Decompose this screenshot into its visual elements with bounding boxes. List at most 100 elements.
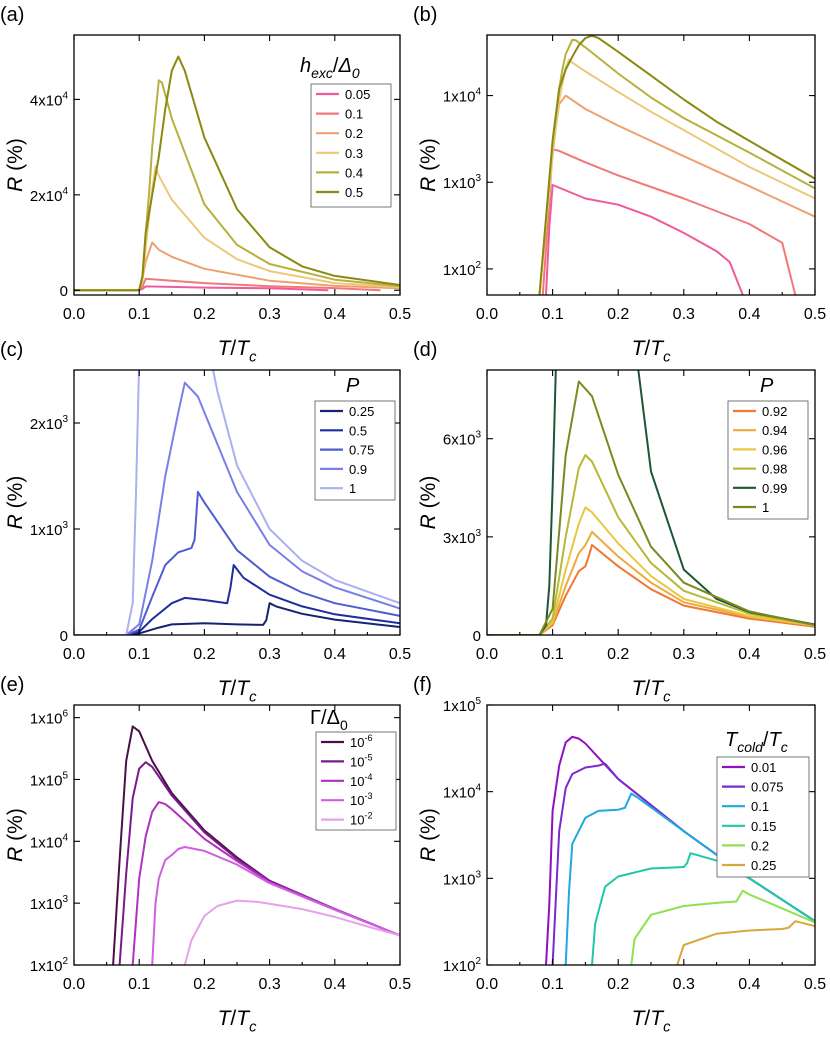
series-line-d-4 bbox=[487, 370, 815, 635]
legend-label-text: 0.2 bbox=[751, 838, 769, 853]
series-group-d bbox=[487, 370, 815, 635]
series-line-d-5 bbox=[487, 380, 815, 635]
legend-title-sub: exc bbox=[311, 65, 333, 81]
legend-label-text: 10 bbox=[350, 793, 364, 808]
x-axis-label-sub2: c bbox=[663, 689, 671, 705]
y-tick-mantissa: 0 bbox=[60, 628, 68, 645]
y-tick-label: 6x103 bbox=[443, 430, 482, 449]
x-tick-label: 0.2 bbox=[607, 976, 629, 993]
y-axis-label-unit: (%) bbox=[417, 808, 440, 847]
legend-label: 1 bbox=[349, 481, 356, 496]
series-group-c bbox=[74, 370, 400, 635]
x-axis-label-main: T bbox=[632, 677, 647, 700]
y-tick-exponent: 6 bbox=[62, 709, 68, 720]
panel-label: (f) bbox=[413, 674, 432, 696]
x-tick-label: 0.0 bbox=[63, 976, 85, 993]
legend-title-sub: cold bbox=[737, 739, 764, 755]
y-tick-mantissa: 0 bbox=[60, 283, 68, 300]
y-axis-label-unit: (%) bbox=[417, 476, 440, 515]
x-tick-label: 0.4 bbox=[324, 306, 346, 323]
x-tick-label: 0.3 bbox=[673, 976, 695, 993]
y-tick-label: 3x103 bbox=[443, 528, 482, 547]
y-tick-label: 1x103 bbox=[30, 894, 69, 913]
legend-label-text: 0.4 bbox=[345, 165, 363, 180]
legend-title-sub2: 0 bbox=[352, 65, 360, 81]
x-axis-label-sub2: c bbox=[249, 1019, 257, 1035]
x-axis-label-sub2: c bbox=[663, 1019, 671, 1035]
x-axis-label-sep: / bbox=[644, 337, 650, 360]
legend-box bbox=[716, 756, 810, 878]
y-tick-mantissa: 2x10 bbox=[30, 188, 63, 205]
legend-label-exponent: -4 bbox=[364, 772, 372, 782]
series-line-e-4 bbox=[183, 899, 400, 965]
x-tick-label: 0.2 bbox=[607, 646, 629, 663]
y-axis-label-unit: (%) bbox=[4, 476, 27, 515]
y-tick-label: 1x105 bbox=[30, 770, 69, 789]
x-tick-label: 0.0 bbox=[476, 646, 498, 663]
legend-box bbox=[727, 400, 809, 520]
series-group-e bbox=[112, 725, 400, 965]
y-axis-label-main: R bbox=[417, 514, 440, 529]
legend-label: 0.25 bbox=[349, 404, 374, 419]
y-axis-label: R (%) bbox=[4, 476, 27, 530]
legend-label: 0.15 bbox=[751, 819, 776, 834]
legend-label: 0.4 bbox=[345, 165, 363, 180]
series-line-a-5 bbox=[74, 55, 400, 292]
y-axis-label-main: R bbox=[417, 847, 440, 862]
x-axis-label-sep: / bbox=[644, 1007, 650, 1030]
legend-label: 10-5 bbox=[350, 752, 372, 769]
y-axis-label-unit: (%) bbox=[417, 138, 440, 177]
x-tick-label: 0.5 bbox=[804, 976, 826, 993]
legend-title-sep: / bbox=[333, 55, 339, 77]
x-axis-label-main: T bbox=[218, 337, 233, 360]
legend-title-sep: / bbox=[763, 729, 769, 751]
legend-label-text: 0.92 bbox=[762, 404, 787, 419]
legend-label-text: 0.3 bbox=[345, 146, 363, 161]
y-tick-mantissa: 1x10 bbox=[30, 772, 63, 789]
y-tick-mantissa: 1x10 bbox=[443, 785, 476, 802]
legend-label: 0.2 bbox=[751, 838, 769, 853]
legend-label-text: 0.98 bbox=[762, 462, 787, 477]
legend-label: 0.5 bbox=[345, 185, 363, 200]
y-tick-exponent: 5 bbox=[62, 770, 68, 781]
x-axis-label-main2: T bbox=[236, 677, 251, 700]
y-tick-label: 1x102 bbox=[30, 956, 69, 975]
y-axis-label: R (%) bbox=[4, 808, 27, 862]
legend-title: Γ/Δ0 bbox=[310, 707, 348, 733]
y-axis-label: R (%) bbox=[417, 476, 440, 530]
legend-label-text: 10 bbox=[350, 813, 364, 828]
legend-label-text: 1 bbox=[762, 500, 769, 515]
x-axis-label: T/Tc bbox=[218, 1007, 258, 1035]
y-tick-exponent: 4 bbox=[475, 783, 481, 794]
y-tick-mantissa: 1x10 bbox=[30, 958, 63, 975]
legend-label: 0.75 bbox=[349, 443, 374, 458]
y-tick-label: 1x103 bbox=[443, 869, 482, 888]
x-tick-label: 0.2 bbox=[193, 646, 215, 663]
y-tick-label: 1x106 bbox=[30, 709, 69, 728]
x-tick-label: 0.4 bbox=[324, 976, 346, 993]
x-tick-label: 0.5 bbox=[804, 306, 826, 323]
y-tick-label: 1x104 bbox=[443, 87, 482, 106]
series-line-a-2 bbox=[74, 241, 400, 292]
x-tick-label: 0.5 bbox=[804, 646, 826, 663]
x-axis-label-sep: / bbox=[230, 337, 236, 360]
x-tick-label: 0.1 bbox=[128, 306, 150, 323]
legend-title-main: h bbox=[300, 55, 311, 77]
x-tick-label: 0.3 bbox=[673, 306, 695, 323]
y-tick-mantissa: 0 bbox=[473, 628, 481, 645]
panel-label: (a) bbox=[0, 4, 24, 26]
x-axis-label-main2: T bbox=[236, 337, 251, 360]
chart-e: 0.0 0.1 0.2 0.3 0.4 0.51x1021x1031x1041x1051x… bbox=[0, 674, 411, 1035]
panel-label: (c) bbox=[0, 339, 23, 361]
legend-label: 0.94 bbox=[762, 423, 787, 438]
legend-label: 0.3 bbox=[345, 146, 363, 161]
legend-d: P 0.92 0.94 0.96 0.98 0.99 1 bbox=[727, 375, 809, 520]
y-tick-mantissa: 1x10 bbox=[30, 711, 63, 728]
x-axis-label: T/Tc bbox=[632, 1007, 672, 1035]
legend-label: 10-4 bbox=[350, 772, 372, 789]
x-tick-label: 0.1 bbox=[128, 646, 150, 663]
